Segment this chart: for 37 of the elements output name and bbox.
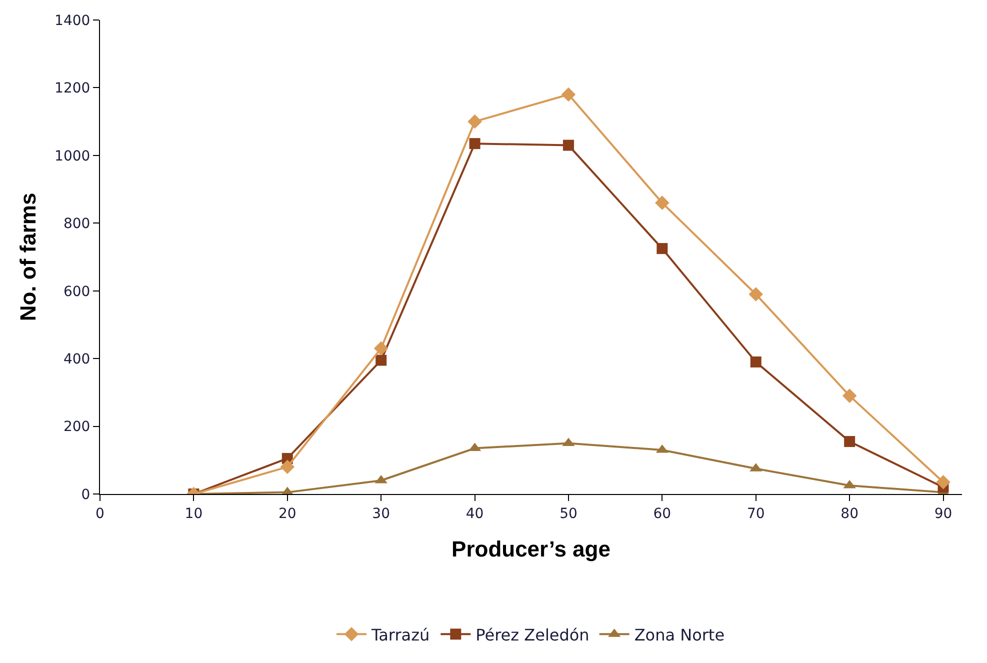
x-tick-label: 90 [934, 506, 952, 522]
point [936, 475, 950, 490]
point [844, 436, 856, 448]
x-tick-label: 70 [746, 506, 765, 522]
legend-label: Tarrazú [370, 625, 430, 644]
point [750, 356, 762, 368]
point [562, 140, 574, 151]
x-tick-label: 60 [653, 506, 672, 522]
legend-label: Zona Norte [634, 625, 725, 644]
x-axis-title: Producer’s age [452, 536, 610, 562]
y-tick-label: 1000 [54, 148, 90, 164]
y-tick-label: 200 [63, 419, 90, 436]
point [748, 287, 764, 302]
x-tick-label: 80 [840, 506, 858, 522]
x-tick-label: 10 [184, 506, 203, 522]
y-axis-title: No. of farms [15, 192, 40, 322]
point [469, 138, 480, 150]
x-tick-label: 0 [96, 506, 104, 522]
y-tick-label: 800 [63, 216, 90, 232]
x-tick-label: 30 [372, 506, 390, 522]
point [374, 341, 388, 356]
y-tick-label: 0 [81, 486, 90, 503]
point [280, 460, 295, 474]
y-tick-label: 600 [63, 284, 90, 300]
point [842, 388, 857, 403]
point [656, 243, 668, 254]
y-tick-label: 400 [63, 351, 90, 368]
x-tick-label: 40 [466, 506, 484, 522]
x-tick-label: 20 [278, 506, 296, 522]
y-tick-label: 1200 [54, 80, 90, 97]
point [376, 354, 387, 366]
x-tick-label: 50 [560, 506, 578, 522]
legend-label: Pérez Zeledón [476, 625, 590, 644]
point [561, 87, 576, 102]
point [468, 114, 482, 129]
y-tick-label: 1400 [54, 12, 90, 29]
point [655, 196, 670, 210]
